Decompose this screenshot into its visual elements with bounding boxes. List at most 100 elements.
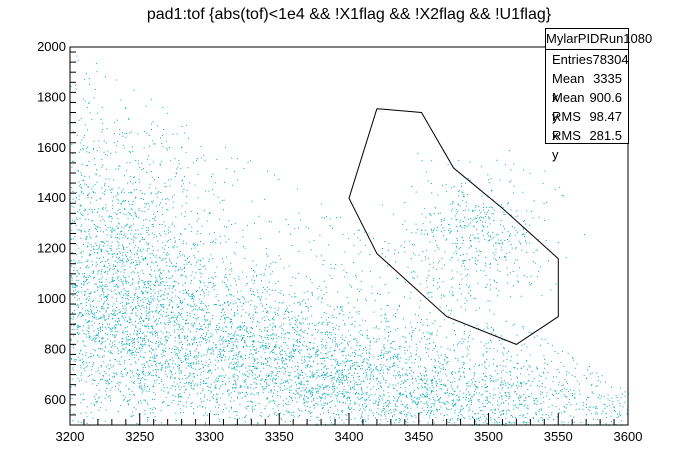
scatter-point — [71, 276, 73, 278]
scatter-point — [397, 355, 398, 357]
scatter-point — [298, 322, 300, 324]
scatter-point — [227, 301, 229, 303]
scatter-point — [76, 285, 78, 286]
scatter-point — [120, 311, 121, 313]
scatter-point — [102, 305, 104, 307]
scatter-point — [152, 300, 154, 302]
scatter-point — [77, 170, 79, 172]
scatter-point — [90, 197, 92, 199]
scatter-point — [446, 414, 448, 416]
scatter-point — [290, 420, 292, 422]
scatter-point — [244, 417, 246, 418]
scatter-point — [267, 339, 269, 340]
scatter-point — [221, 359, 223, 361]
scatter-point — [387, 392, 389, 394]
scatter-point — [139, 321, 141, 322]
scatter-point — [342, 319, 344, 321]
scatter-point — [107, 259, 109, 261]
scatter-point — [376, 389, 378, 391]
scatter-point — [152, 311, 154, 313]
scatter-point — [172, 301, 174, 303]
scatter-point — [85, 236, 87, 238]
scatter-point — [153, 360, 155, 362]
scatter-point — [337, 346, 338, 348]
scatter-point — [244, 339, 246, 341]
scatter-point — [117, 388, 119, 390]
scatter-point — [388, 350, 390, 352]
scatter-point — [241, 373, 243, 375]
scatter-point — [524, 400, 526, 401]
scatter-point — [382, 399, 384, 401]
scatter-point — [155, 310, 157, 311]
scatter-point — [539, 375, 541, 377]
scatter-point — [256, 275, 257, 277]
scatter-point — [101, 341, 103, 343]
scatter-point — [172, 360, 174, 362]
scatter-point — [81, 190, 83, 192]
scatter-point — [303, 358, 305, 360]
scatter-point — [321, 408, 323, 410]
scatter-point — [158, 300, 160, 302]
scatter-point — [118, 251, 120, 253]
scatter-point — [117, 258, 119, 259]
scatter-point — [260, 337, 262, 339]
scatter-point — [380, 351, 382, 353]
scatter-point — [76, 374, 78, 376]
scatter-point — [500, 383, 502, 385]
scatter-point — [97, 252, 99, 254]
scatter-point — [518, 400, 520, 402]
scatter-point — [353, 387, 355, 389]
scatter-point — [106, 388, 108, 389]
scatter-point — [220, 304, 221, 306]
scatter-point — [292, 399, 293, 401]
scatter-point — [109, 189, 111, 191]
scatter-point — [263, 389, 265, 391]
scatter-point — [284, 389, 286, 391]
scatter-point — [131, 259, 133, 261]
scatter-point — [236, 327, 238, 329]
scatter-point — [110, 329, 112, 331]
scatter-point — [353, 339, 355, 340]
scatter-point — [73, 284, 75, 285]
scatter-point — [164, 366, 166, 368]
scatter-point — [384, 337, 386, 339]
scatter-point — [109, 269, 111, 271]
scatter-point — [170, 261, 172, 263]
scatter-point — [388, 366, 390, 368]
scatter-point — [142, 293, 144, 294]
scatter-point — [276, 337, 278, 339]
scatter-point — [385, 415, 387, 417]
scatter-point — [227, 301, 228, 303]
scatter-point — [79, 184, 81, 185]
scatter-point — [193, 298, 195, 300]
scatter-point — [446, 357, 448, 359]
scatter-point — [213, 304, 215, 306]
scatter-point — [132, 415, 134, 417]
scatter-point — [363, 361, 365, 363]
scatter-point — [308, 342, 310, 343]
scatter-point — [129, 266, 131, 268]
scatter-point — [233, 278, 235, 280]
scatter-point — [79, 267, 81, 269]
scatter-point — [135, 244, 137, 246]
scatter-point — [188, 328, 190, 330]
scatter-point — [246, 331, 248, 333]
scatter-point — [172, 312, 174, 314]
scatter-point — [198, 218, 200, 220]
scatter-point — [256, 367, 258, 369]
scatter-point — [311, 400, 313, 402]
scatter-point — [151, 253, 153, 254]
scatter-point — [225, 241, 227, 243]
scatter-point — [345, 355, 347, 357]
scatter-point — [246, 394, 248, 395]
scatter-point — [327, 331, 328, 333]
scatter-point — [123, 247, 124, 249]
scatter-point — [484, 400, 486, 402]
scatter-point — [161, 278, 163, 279]
scatter-point — [448, 402, 450, 404]
scatter-point — [284, 367, 286, 369]
scatter-point — [81, 224, 83, 226]
scatter-point — [487, 396, 489, 398]
scatter-point — [253, 270, 254, 271]
scatter-point — [459, 341, 461, 343]
